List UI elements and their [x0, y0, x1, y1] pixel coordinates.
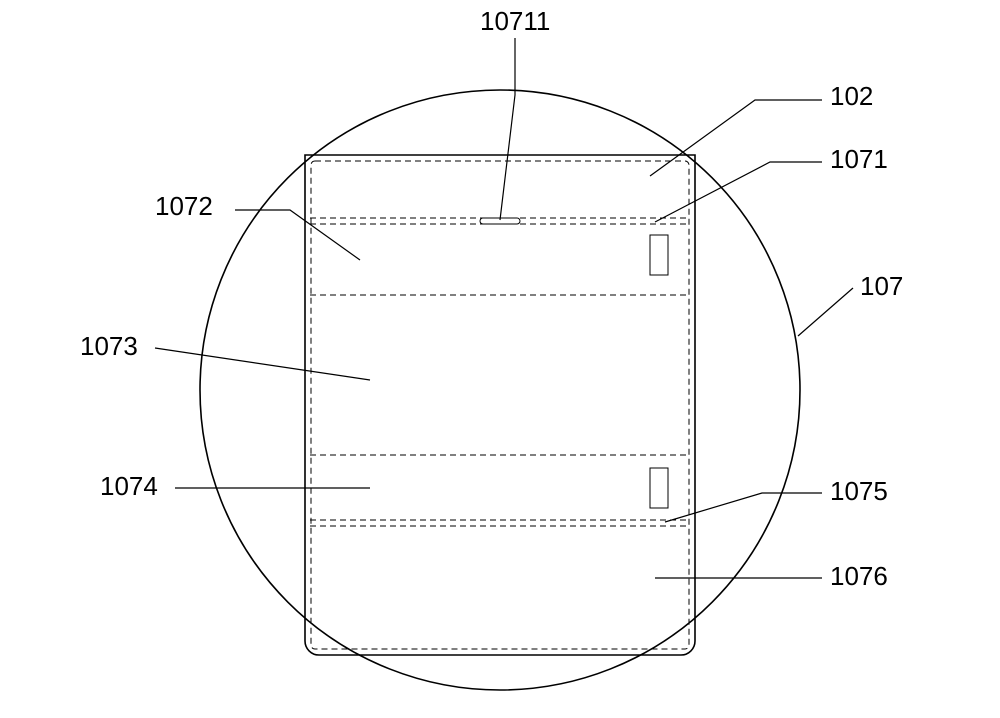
side-slot-lower [650, 468, 668, 508]
label-l102: 102 [830, 81, 873, 111]
label-l1071: 1071 [830, 144, 888, 174]
leader-l10711 [500, 38, 515, 220]
label-l1076: 1076 [830, 561, 888, 591]
label-l1072: 1072 [155, 191, 213, 221]
leader-l102 [650, 100, 822, 176]
leader-l107 [798, 288, 853, 336]
label-l1073: 1073 [80, 331, 138, 361]
device-outline [305, 155, 695, 655]
label-l10711: 10711 [480, 6, 550, 36]
side-slot-upper [650, 235, 668, 275]
label-l107: 107 [860, 271, 903, 301]
label-l1074: 1074 [100, 471, 158, 501]
leader-l1075 [665, 493, 822, 522]
leader-l1071 [655, 162, 822, 222]
label-l1075: 1075 [830, 476, 888, 506]
device-outline-inner-dashed [311, 161, 689, 649]
outer-circle [200, 90, 800, 690]
leader-l1073 [155, 348, 370, 380]
